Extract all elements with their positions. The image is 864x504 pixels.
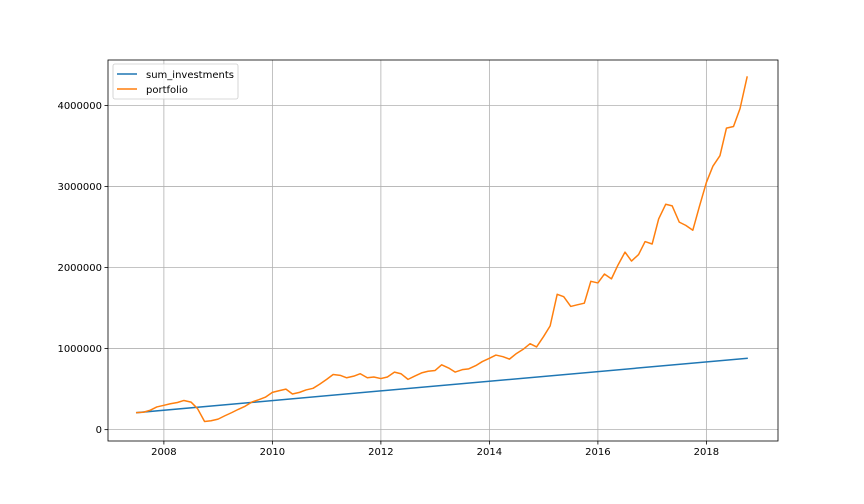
legend-label-sum-investments: sum_investments [146, 70, 234, 81]
series-line-sum-investments [135, 357, 748, 414]
y-tick-label: 1000000 [57, 344, 102, 355]
y-tick-label: 2000000 [57, 263, 102, 274]
y-tick-label: 0 [96, 425, 102, 436]
x-tick-label: 2010 [260, 447, 285, 458]
legend: sum_investments portfolio [112, 63, 239, 100]
y-tick-label: 4000000 [57, 101, 102, 112]
x-tick-label: 2018 [694, 447, 719, 458]
grid [108, 60, 778, 441]
series-lines [135, 76, 748, 423]
plot-frame [107, 59, 779, 442]
axis-ticks: 2008 2010 2012 2014 2016 2018 0 1000000 2000000 3… [57, 101, 719, 458]
y-tick-label: 3000000 [57, 182, 102, 193]
series-line-portfolio [135, 76, 748, 423]
x-tick-label: 2008 [151, 447, 176, 458]
legend-label-portfolio: portfolio [146, 85, 188, 96]
x-tick-label: 2012 [368, 447, 393, 458]
x-tick-label: 2016 [585, 447, 610, 458]
x-tick-label: 2014 [477, 447, 502, 458]
legend-box [112, 63, 239, 100]
